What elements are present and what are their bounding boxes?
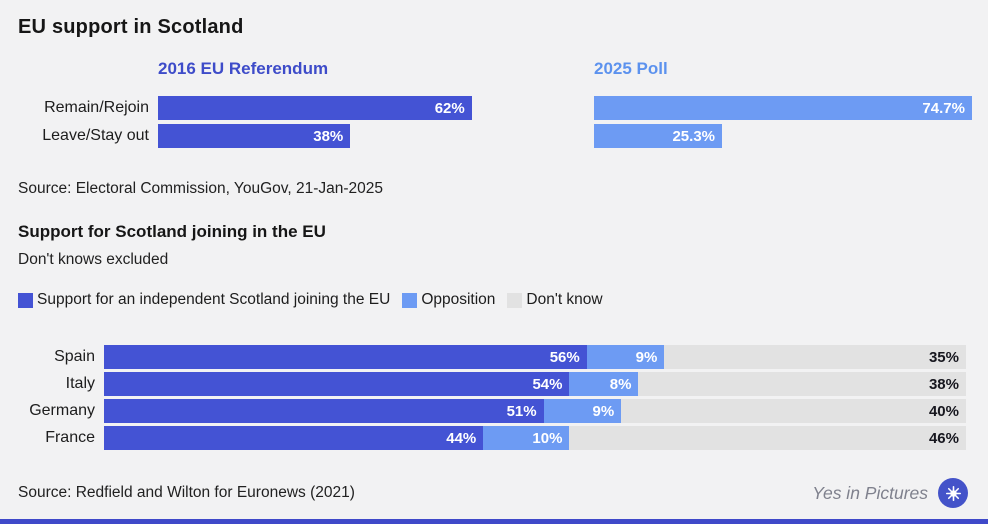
segment-value-label: 46% [928, 429, 959, 447]
legend-label: Opposition [421, 291, 496, 308]
bar-value-label: 74.7% [922, 99, 965, 117]
bar-segment: 40% [621, 399, 966, 423]
bar-segment: 10% [483, 426, 570, 450]
chart2-subtitle: Don't knows excluded [18, 251, 169, 268]
brand-text: Yes in Pictures [812, 482, 928, 503]
bar-segment: 51% [104, 399, 544, 423]
country-label: Italy [65, 375, 95, 392]
bar-segment: 44% [104, 426, 484, 450]
bar-track: 62% [158, 96, 594, 120]
chart1-title: EU support in Scotland [18, 16, 244, 38]
bar-segment: 9% [543, 399, 622, 423]
bottom-accent-stripe [0, 519, 988, 524]
legend-label: Don't know [526, 291, 603, 308]
country-label: Germany [29, 402, 95, 419]
stacked-bar: 54% 8% 38% [104, 372, 966, 396]
country-row: Germany 51% 9% 40% [18, 399, 966, 423]
bar-segment: 35% [664, 345, 966, 369]
brand: Yes in Pictures [812, 478, 968, 508]
referendum-row: Leave/Stay out 38% 25.3% [18, 124, 972, 148]
bar-segment: 38% [638, 372, 966, 396]
yes-in-pictures-logo-icon [938, 478, 968, 508]
country-label: France [45, 429, 95, 446]
chart2-legend: Support for an independent Scotland join… [18, 291, 972, 309]
chart1-source: Source: Electoral Commission, YouGov, 21… [18, 180, 384, 197]
bar-value-label: 25.3% [672, 127, 716, 145]
bar-2025-poll: 25.3% [594, 124, 723, 148]
legend-label: Support for an independent Scotland join… [37, 291, 391, 308]
stacked-bar: 56% 9% 35% [104, 345, 966, 369]
bar-segment: 9% [586, 345, 665, 369]
segment-value-label: 10% [532, 429, 563, 447]
country-label: Spain [54, 348, 95, 365]
legend-swatch [18, 292, 33, 308]
bar-track: 38% [158, 124, 594, 148]
segment-value-label: 40% [928, 402, 959, 420]
bar-value-label: 38% [313, 127, 344, 145]
legend-swatch [402, 292, 418, 308]
bar-segment: 46% [569, 426, 966, 450]
legend-item: Don't know [507, 291, 603, 309]
referendum-row: Remain/Rejoin 62% 74.7% [18, 96, 972, 120]
segment-value-label: 51% [506, 402, 537, 420]
bar-segment: 56% [104, 345, 587, 369]
legend-swatch [507, 292, 523, 308]
bar-track: 25.3% [594, 124, 972, 148]
segment-value-label: 8% [609, 375, 632, 393]
chart2-title: Support for Scotland joining in the EU [18, 222, 326, 241]
bar-segment: 8% [569, 372, 639, 396]
group-2025-header: 2025 Poll [594, 59, 668, 78]
country-row: Italy 54% 8% 38% [18, 372, 966, 396]
segment-value-label: 54% [532, 375, 563, 393]
footer: Source: Redfield and Wilton for Euronews… [18, 478, 968, 508]
segment-value-label: 9% [592, 402, 615, 420]
country-row: France 44% 10% 46% [18, 426, 966, 450]
stacked-bar: 44% 10% 46% [104, 426, 966, 450]
legend-item: Support for an independent Scotland join… [18, 291, 390, 309]
stacked-bar: 51% 9% 40% [104, 399, 966, 423]
segment-value-label: 44% [446, 429, 477, 447]
referendum-chart: Remain/Rejoin 62% 74.7% Leave/Stay out 38% 25… [18, 96, 972, 148]
bar-2025-poll: 74.7% [594, 96, 972, 120]
legend-item: Opposition [402, 291, 495, 309]
country-row: Spain 56% 9% 35% [18, 345, 966, 369]
country-support-chart: Spain 56% 9% 35% Italy 54% 8% 38% Germany 51% 9% 40… [18, 345, 972, 450]
category-label: Leave/Stay out [42, 127, 149, 144]
chart2-source: Source: Redfield and Wilton for Euronews… [18, 484, 355, 501]
chart1-group-headers: 2016 EU Referendum 2025 Poll [18, 59, 972, 79]
category-label: Remain/Rejoin [44, 99, 149, 116]
bar-2016-eu-referendum: 38% [158, 124, 351, 148]
bar-track: 74.7% [594, 96, 972, 120]
bar-value-label: 62% [434, 99, 465, 117]
segment-value-label: 38% [928, 375, 959, 393]
group-2016-header: 2016 EU Referendum [158, 59, 329, 78]
segment-value-label: 9% [635, 348, 658, 366]
segment-value-label: 56% [549, 348, 580, 366]
bar-2016-eu-referendum: 62% [158, 96, 472, 120]
bar-segment: 54% [104, 372, 570, 396]
segment-value-label: 35% [928, 348, 959, 366]
header-spacer [18, 59, 158, 79]
